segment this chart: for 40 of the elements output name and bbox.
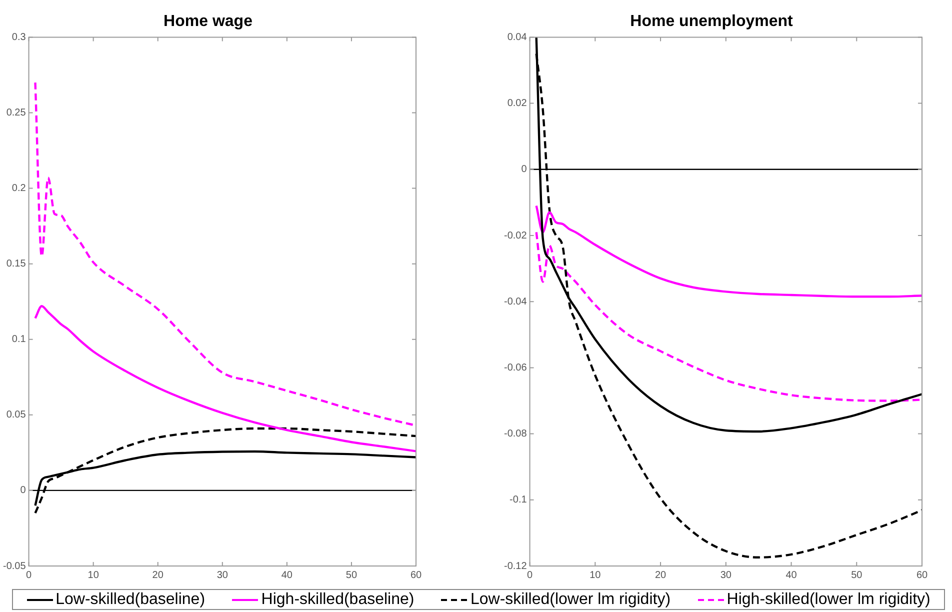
y-tick-label: 0: [20, 485, 26, 496]
x-tick-label: 60: [410, 570, 422, 581]
x-tick-label: 40: [786, 570, 798, 581]
x-tick-label: 60: [916, 570, 928, 581]
legend-label: High-skilled(baseline): [261, 590, 414, 608]
y-tick-label: -0.05: [2, 560, 26, 572]
x-tick-label: 10: [590, 570, 602, 581]
x-tick-label: 20: [152, 570, 164, 581]
y-tick-label: 0.15: [6, 258, 26, 270]
line-series: [535, 231, 922, 402]
y-tick-label: 0.25: [6, 107, 26, 118]
x-tick-label: 50: [346, 570, 358, 581]
legend-label: High-skilled(lower lm rigidity): [726, 590, 930, 608]
line-series: [34, 427, 416, 514]
chart-title: Home unemployment: [630, 13, 794, 30]
y-tick-label: 0.3: [12, 32, 26, 43]
y-tick-label: -0.06: [504, 362, 528, 374]
y-tick-label: -0.08: [504, 428, 528, 440]
x-tick-label: 10: [88, 570, 100, 581]
chart-title: Home wage: [164, 13, 253, 30]
legend-label: Low-skilled(lower lm rigidity): [470, 590, 671, 608]
x-tick-label: 40: [281, 570, 293, 581]
y-tick-label: 0.04: [507, 32, 528, 43]
x-tick-label: 20: [654, 570, 667, 581]
y-tick-label: 0.02: [507, 98, 528, 110]
line-series: [34, 81, 416, 427]
y-tick-label: -0.04: [504, 296, 528, 308]
y-tick-label: -0.12: [504, 560, 528, 572]
x-tick-label: 30: [720, 570, 732, 581]
y-tick-label: 0.05: [6, 410, 26, 421]
y-tick-label: -0.02: [504, 230, 528, 242]
y-tick-label: 0.2: [12, 183, 26, 194]
x-tick-label: 30: [216, 570, 228, 581]
y-tick-label: 0: [521, 164, 528, 176]
line-series: [535, 204, 922, 298]
y-tick-label: -0.1: [510, 494, 528, 506]
x-tick-label: 50: [851, 570, 863, 581]
y-tick-label: 0.1: [12, 334, 26, 346]
line-series: [34, 305, 416, 452]
legend-label: Low-skilled(baseline): [56, 590, 206, 608]
